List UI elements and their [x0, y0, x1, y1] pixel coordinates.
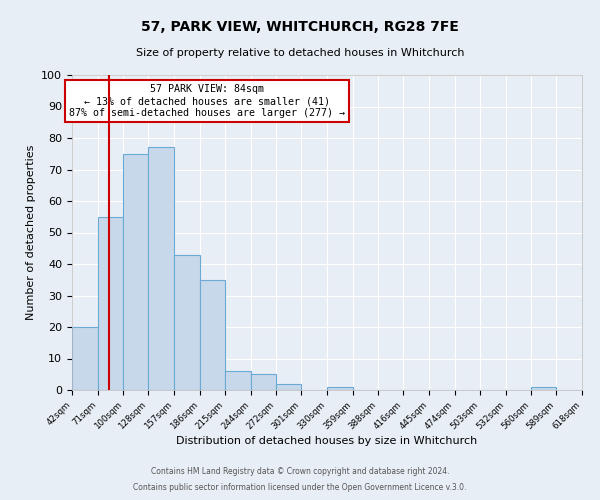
Text: Size of property relative to detached houses in Whitchurch: Size of property relative to detached ho… [136, 48, 464, 58]
Y-axis label: Number of detached properties: Number of detached properties [26, 145, 36, 320]
Bar [148, 148, 174, 390]
Bar [72, 327, 98, 390]
Bar [251, 374, 275, 390]
X-axis label: Distribution of detached houses by size in Whitchurch: Distribution of detached houses by size … [176, 436, 478, 446]
Bar [225, 371, 251, 390]
Text: 57 PARK VIEW: 84sqm
← 13% of detached houses are smaller (41)
87% of semi-detach: 57 PARK VIEW: 84sqm ← 13% of detached ho… [69, 84, 345, 117]
Bar [124, 154, 148, 390]
Bar [327, 387, 353, 390]
Bar [275, 384, 301, 390]
Bar [199, 280, 225, 390]
Text: 57, PARK VIEW, WHITCHURCH, RG28 7FE: 57, PARK VIEW, WHITCHURCH, RG28 7FE [141, 20, 459, 34]
Bar [530, 387, 556, 390]
Bar [98, 217, 124, 390]
Bar [174, 254, 199, 390]
Text: Contains public sector information licensed under the Open Government Licence v.: Contains public sector information licen… [133, 483, 467, 492]
Text: Contains HM Land Registry data © Crown copyright and database right 2024.: Contains HM Land Registry data © Crown c… [151, 467, 449, 476]
